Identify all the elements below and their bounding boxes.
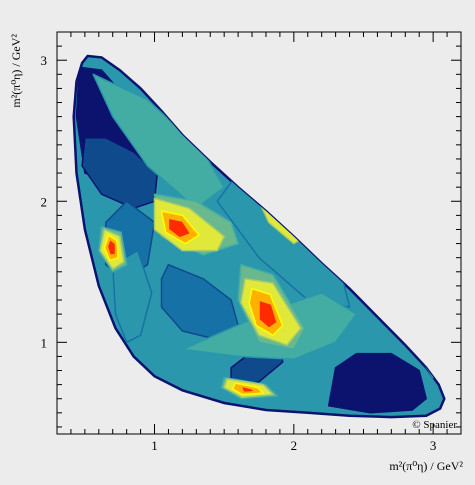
x-tick-label: 3 — [430, 438, 437, 453]
density-region — [327, 352, 427, 414]
credit-label: © Spanier — [412, 419, 457, 431]
density-region — [106, 238, 117, 256]
y-tick-label: 3 — [41, 53, 48, 68]
y-tick-label: 2 — [41, 194, 48, 209]
density-region — [92, 73, 225, 210]
tick-layer: 1 2 3 1 2 3 — [41, 32, 461, 453]
plot-frame — [56, 31, 462, 435]
heat-layer — [72, 54, 446, 419]
density-region — [240, 385, 256, 394]
density-region — [167, 217, 192, 239]
y-axis-title: m²(π⁰η) / GeV² — [9, 34, 23, 108]
x-tick-label: 2 — [291, 438, 298, 453]
y-tick-label: 1 — [41, 335, 48, 350]
x-axis-title: m²(π⁰η) / GeV² — [389, 459, 463, 473]
x-tick-label: 1 — [151, 438, 158, 453]
density-region — [258, 299, 278, 329]
